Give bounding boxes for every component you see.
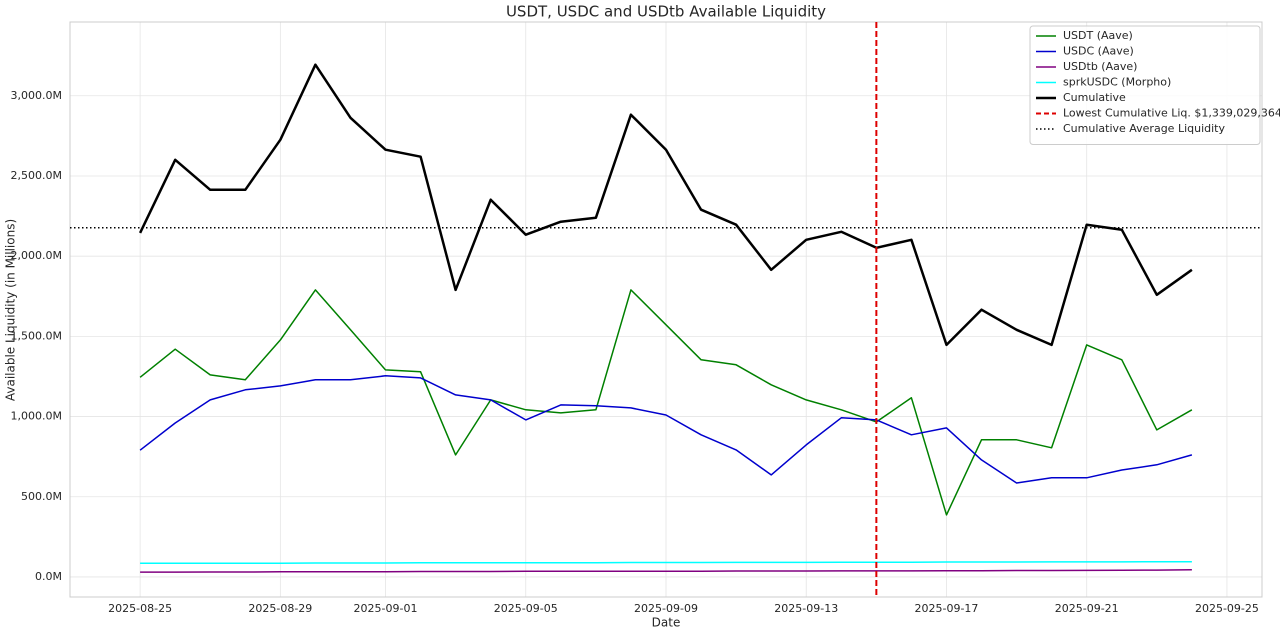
y-tick-label: 2,000.0M xyxy=(11,249,62,262)
y-tick-label: 1,000.0M xyxy=(11,410,62,423)
plot-frame xyxy=(69,21,1263,598)
series-line xyxy=(140,568,1192,573)
legend-label: sprkUSDC (Morpho) xyxy=(1063,76,1171,89)
legend-box xyxy=(1029,25,1261,145)
x-tick-label: 2025-09-13 xyxy=(774,602,838,615)
y-tick-label: 2,500.0M xyxy=(11,169,62,182)
y-tick-label: 0.0M xyxy=(35,570,62,583)
x-tick-label: 2025-09-05 xyxy=(494,602,558,615)
y-axis-title: Available Liquidity (in Millions) xyxy=(4,219,18,401)
x-tick-label: 2025-09-21 xyxy=(1055,602,1119,615)
legend-label: USDC (Aave) xyxy=(1063,45,1134,58)
x-tick-label: 2025-08-29 xyxy=(248,602,312,615)
series-line xyxy=(139,375,1193,484)
legend-label: USDT (Aave) xyxy=(1063,29,1133,42)
series-line xyxy=(139,289,1193,516)
x-tick-label: 2025-09-09 xyxy=(634,602,698,615)
x-tick-label: 2025-09-25 xyxy=(1195,602,1259,615)
legend-label: Cumulative xyxy=(1063,91,1126,104)
x-tick-label: 2025-09-17 xyxy=(915,602,979,615)
y-tick-label: 3,000.0M xyxy=(11,89,62,102)
chart-title: USDT, USDC and USDtb Available Liquidity xyxy=(506,3,826,21)
series-line xyxy=(138,63,1193,347)
x-tick-label: 2025-08-25 xyxy=(108,602,172,615)
series-line xyxy=(140,560,1192,565)
legend-label: USDtb (Aave) xyxy=(1063,60,1137,73)
y-tick-label: 500.0M xyxy=(21,490,62,503)
y-tick-label: 1,500.0M xyxy=(11,329,62,342)
legend-label: Lowest Cumulative Liq. $1,339,029,364 xyxy=(1063,107,1280,120)
legend-label: Cumulative Average Liquidity xyxy=(1063,122,1225,135)
legend: USDT (Aave) USDC (Aave) USDtb (Aave) sprkUS… xyxy=(1029,25,1280,145)
x-axis-title: Date xyxy=(652,616,681,630)
x-tick-label: 2025-09-01 xyxy=(354,602,418,615)
